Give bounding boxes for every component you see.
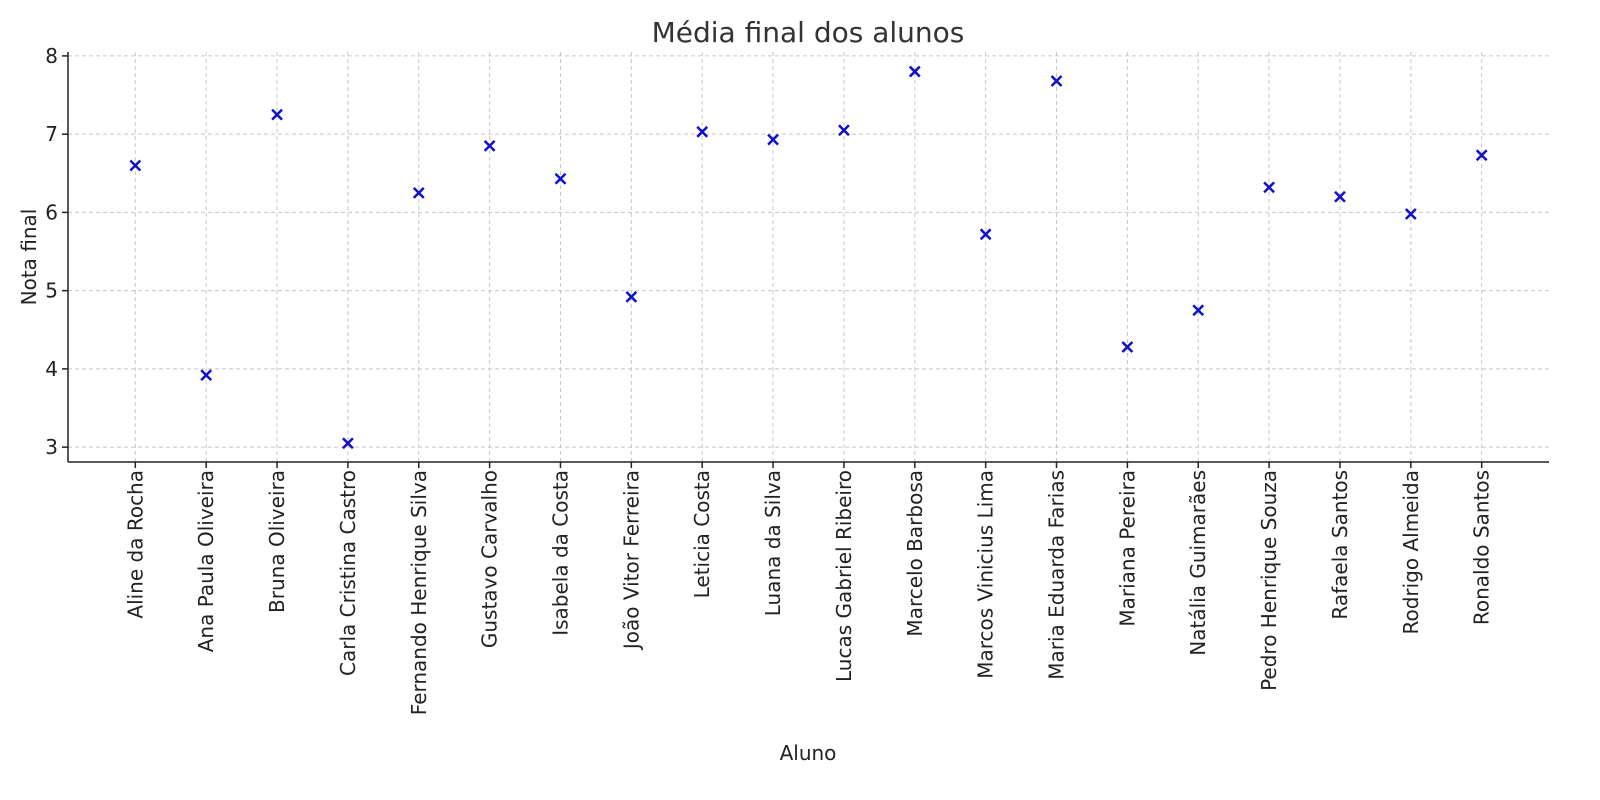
- point: [838, 124, 850, 137]
- x-axis-label: Aluno: [780, 741, 837, 765]
- point: [979, 228, 992, 241]
- x-tick-label: Carla Cristina Castro: [336, 470, 360, 676]
- x-tick-label: Maria Eduarda Farias: [1045, 470, 1069, 680]
- point: [767, 133, 779, 146]
- y-tick-label: 7: [45, 122, 58, 146]
- x-tick-label: Ronaldo Santos: [1470, 470, 1494, 625]
- y-tick-label: 6: [45, 200, 58, 224]
- x-tick-label: Aline da Rocha: [123, 470, 147, 619]
- x-tick-label: Leticia Costa: [690, 470, 714, 598]
- x-tick-label: João Vitor Ferreira: [619, 470, 643, 651]
- x-tick-label: Rafaela Santos: [1328, 470, 1352, 620]
- point: [1404, 208, 1417, 220]
- point: [200, 369, 213, 382]
- y-tick-label: 3: [45, 435, 58, 459]
- point: [483, 140, 496, 152]
- point: [1475, 149, 1488, 162]
- y-tick-label: 4: [45, 357, 58, 381]
- x-tick-label: Lucas Gabriel Ribeiro: [832, 470, 856, 682]
- x-tick-label: Natália Guimarães: [1186, 470, 1210, 656]
- x-tick-label: Marcos Vinicius Lima: [974, 470, 998, 679]
- point: [554, 172, 567, 185]
- x-tick-label: Rodrigo Almeida: [1399, 470, 1423, 635]
- point: [908, 65, 921, 78]
- point: [1334, 190, 1346, 203]
- x-tick-label: Mariana Pereira: [1115, 470, 1139, 627]
- point: [696, 125, 709, 138]
- y-tick-label: 5: [45, 279, 58, 303]
- point: [412, 186, 425, 199]
- y-tick-label: 8: [45, 44, 58, 68]
- point: [271, 108, 283, 121]
- x-tick-label: Bruna Oliveira: [265, 470, 289, 613]
- x-tick-label: Isabela da Costa: [548, 470, 572, 636]
- point: [342, 437, 354, 450]
- x-tick-label: Luana da Silva: [761, 470, 785, 616]
- point: [129, 159, 142, 172]
- point: [1050, 75, 1063, 87]
- x-tick-label: Marcelo Barbosa: [903, 470, 927, 637]
- x-tick-label: Gustavo Carvalho: [478, 470, 502, 648]
- x-tick-label: Pedro Henrique Souza: [1257, 470, 1281, 691]
- x-tick-label: Fernando Henrique Silva: [407, 470, 431, 715]
- point: [1121, 341, 1134, 353]
- point: [1263, 181, 1275, 194]
- point: [1192, 304, 1205, 317]
- x-tick-label: Ana Paula Oliveira: [194, 470, 218, 652]
- y-axis-label: Nota final: [17, 209, 41, 306]
- point: [625, 291, 638, 303]
- chart-title: Média final dos alunos: [652, 16, 965, 49]
